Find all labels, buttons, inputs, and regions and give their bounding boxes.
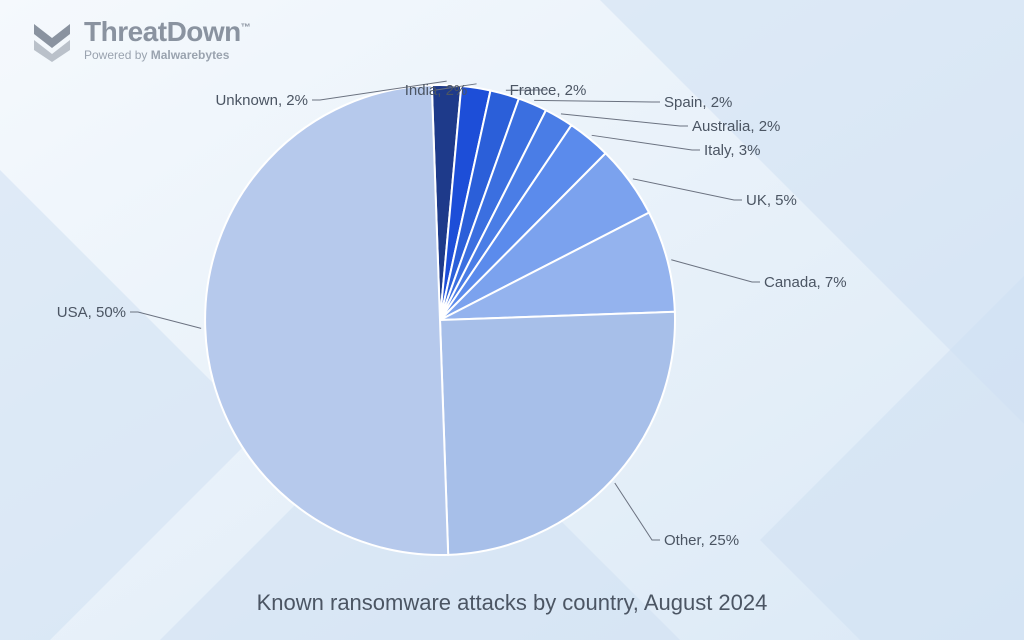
slice-label: USA, 50% — [57, 304, 126, 321]
brand-logo: ThreatDown™ Powered by Malwarebytes — [30, 18, 250, 62]
chart-caption: Known ransomware attacks by country, Aug… — [0, 590, 1024, 616]
slice-label: Unknown, 2% — [215, 92, 308, 109]
leader-line — [671, 260, 760, 282]
leader-line — [534, 100, 660, 102]
pie-slice — [440, 312, 675, 555]
slice-label: Italy, 3% — [704, 142, 760, 159]
brand-chevron-icon — [30, 18, 74, 62]
slice-label: Canada, 7% — [764, 274, 847, 291]
brand-name: ThreatDown™ — [84, 18, 250, 46]
slice-label: UK, 5% — [746, 192, 797, 209]
slice-label: Australia, 2% — [692, 118, 780, 135]
leader-line — [592, 135, 700, 150]
leader-line — [561, 114, 688, 126]
slice-label: France, 2% — [510, 82, 587, 99]
leader-line — [633, 179, 742, 200]
leader-line — [615, 483, 660, 540]
slice-label: Other, 25% — [664, 532, 739, 549]
leader-line — [130, 312, 201, 328]
pie-chart: Unknown, 2% India, 2% France, 2% Spain, 2% A… — [0, 60, 1024, 580]
slice-label: Spain, 2% — [664, 94, 732, 111]
pie-slice — [205, 85, 448, 555]
slice-label: India, 2% — [405, 82, 468, 99]
